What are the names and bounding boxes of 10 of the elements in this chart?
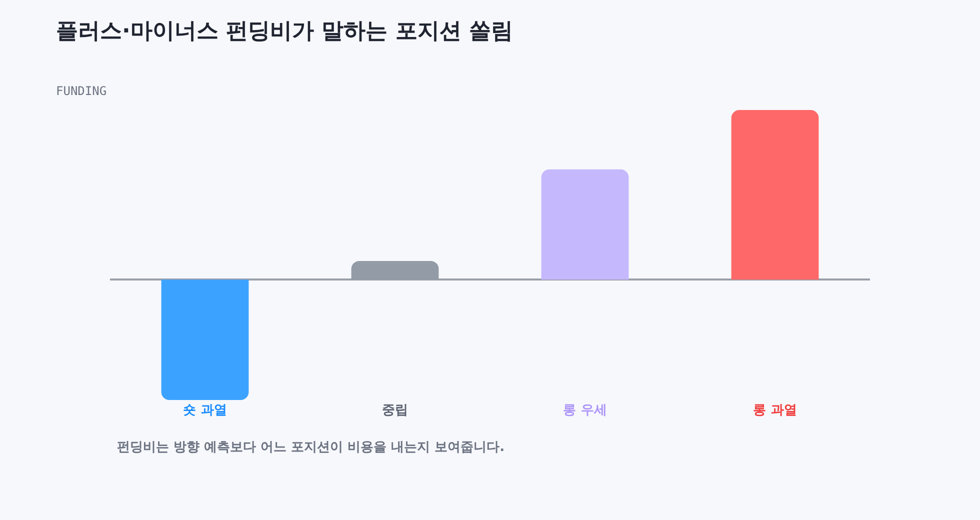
x-tick-label: 중립 [382, 403, 408, 418]
text: 펀딩비는 방향 예측보다 어느 포지션이 비용을 내는지 보여줍니다. [117, 440, 505, 455]
bar [731, 110, 819, 280]
chart-subtitle: FUNDING [56, 84, 107, 98]
x-tick-label: 롱 과열 [753, 403, 797, 418]
bar [161, 280, 249, 400]
chart-title: 플러스·마이너스 펀딩비가 말하는 포지션 쏠림 [56, 19, 513, 44]
x-tick-label: 롱 우세 [563, 403, 607, 418]
x-tick-label: 숏 과열 [183, 403, 227, 418]
bar [541, 169, 629, 280]
